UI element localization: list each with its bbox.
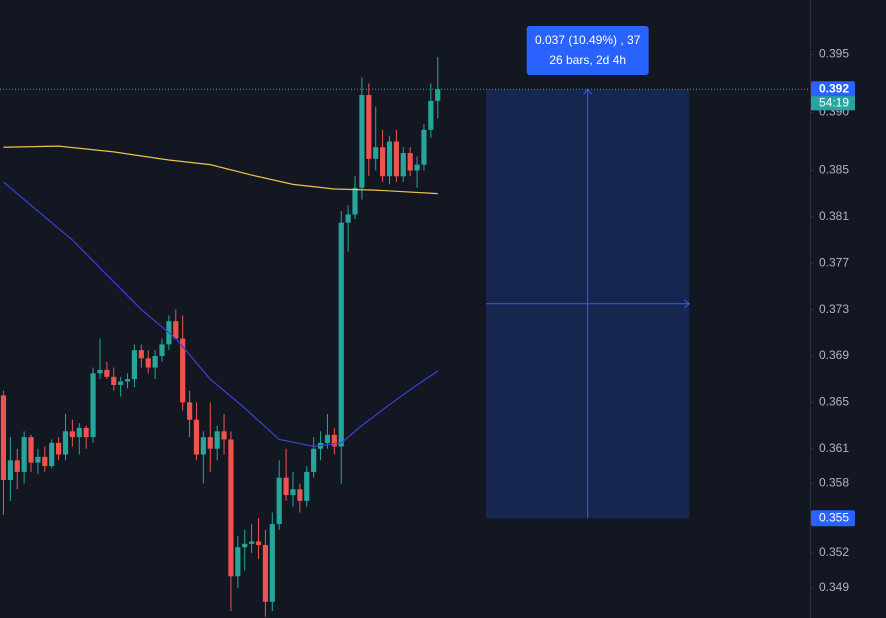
measure-arrow-right bbox=[684, 299, 691, 309]
y-tick-label: 0.373 bbox=[819, 302, 849, 316]
candle-body bbox=[14, 460, 20, 472]
candle-body bbox=[276, 477, 282, 525]
candle-body bbox=[373, 147, 379, 159]
y-tick-label: 0.352 bbox=[819, 545, 849, 559]
moving-average bbox=[3, 145, 438, 195]
y-tick-label: 0.385 bbox=[819, 163, 849, 177]
candle-body bbox=[97, 369, 103, 374]
candle-body bbox=[359, 95, 365, 188]
candle-body bbox=[0, 395, 7, 481]
candle-body bbox=[414, 164, 420, 171]
y-tick-label: 0.377 bbox=[819, 255, 849, 269]
candle-body bbox=[428, 100, 434, 130]
y-tick-label: 0.361 bbox=[819, 441, 849, 455]
measure-label: 0.037 (10.49%) , 37 bbox=[535, 33, 641, 47]
y-tick-label: 0.395 bbox=[819, 47, 849, 61]
candle-body bbox=[193, 419, 200, 455]
candle-body bbox=[21, 437, 27, 472]
y-tick-label: 0.381 bbox=[819, 209, 849, 223]
candle-body bbox=[124, 379, 131, 382]
candle-body bbox=[118, 381, 124, 385]
y-tick-label: 0.400 bbox=[819, 0, 849, 3]
candle-body bbox=[76, 427, 82, 438]
candle-body bbox=[138, 350, 144, 359]
candle-body bbox=[152, 355, 158, 368]
y-tick-label: 0.358 bbox=[819, 476, 849, 490]
candle-body bbox=[200, 437, 206, 455]
candle-body bbox=[28, 437, 34, 463]
candle-body bbox=[35, 456, 41, 463]
candle-body bbox=[435, 89, 441, 101]
y-tick-highlight bbox=[811, 510, 855, 527]
countdown-box bbox=[811, 96, 855, 111]
candle-body bbox=[131, 350, 138, 380]
candle-body bbox=[207, 437, 213, 449]
candle-body bbox=[228, 439, 234, 577]
y-tick-label: 0.355 bbox=[819, 510, 849, 524]
y-tick-label: 0.365 bbox=[819, 395, 849, 409]
candle-body bbox=[145, 358, 151, 368]
candle-body bbox=[386, 141, 393, 177]
candle-body bbox=[290, 489, 296, 496]
last-price-label: 0.392 bbox=[819, 81, 849, 95]
y-tick-label: 0.349 bbox=[819, 580, 849, 594]
candle-body bbox=[242, 543, 248, 548]
measure-arrow-up bbox=[583, 88, 593, 95]
candle-body bbox=[324, 434, 331, 443]
candle-body bbox=[111, 376, 117, 385]
candle-body bbox=[62, 431, 69, 455]
candle-body bbox=[407, 153, 413, 171]
candle-body bbox=[331, 434, 337, 447]
candle-body bbox=[83, 427, 89, 438]
measure-label: 26 bars, 2d 4h bbox=[549, 53, 626, 67]
candle-body bbox=[49, 442, 55, 467]
candle-body bbox=[338, 222, 344, 447]
candle-body bbox=[221, 431, 227, 440]
candle-body bbox=[297, 489, 303, 501]
candle-body bbox=[304, 471, 310, 501]
candle-body bbox=[214, 431, 220, 449]
candle-body bbox=[159, 344, 165, 356]
candle-body bbox=[393, 141, 399, 177]
candle-body bbox=[352, 187, 358, 215]
candle-body bbox=[311, 448, 317, 472]
candle-body bbox=[56, 442, 62, 455]
candle-body bbox=[380, 147, 386, 177]
candle-body bbox=[255, 541, 262, 545]
countdown: 54:19 bbox=[819, 95, 849, 109]
candle-body bbox=[421, 129, 427, 165]
candle-body bbox=[345, 214, 351, 223]
y-tick-label: 0.369 bbox=[819, 348, 849, 362]
candle-body bbox=[249, 541, 255, 544]
candle-body bbox=[180, 338, 186, 403]
candle-body bbox=[173, 321, 179, 339]
candle-body bbox=[366, 95, 372, 159]
candle-body bbox=[283, 477, 289, 496]
candle-body bbox=[186, 402, 193, 420]
candle-body bbox=[400, 153, 406, 177]
candle-body bbox=[7, 460, 13, 481]
candle-body bbox=[42, 456, 48, 467]
candle-body bbox=[104, 369, 110, 377]
candle-body bbox=[235, 547, 241, 577]
measure-label-box bbox=[526, 26, 649, 75]
candle-body bbox=[69, 431, 75, 438]
candle-body bbox=[90, 373, 96, 438]
candle-body bbox=[269, 524, 275, 602]
moving-average bbox=[3, 181, 439, 448]
candle-body bbox=[262, 544, 268, 602]
